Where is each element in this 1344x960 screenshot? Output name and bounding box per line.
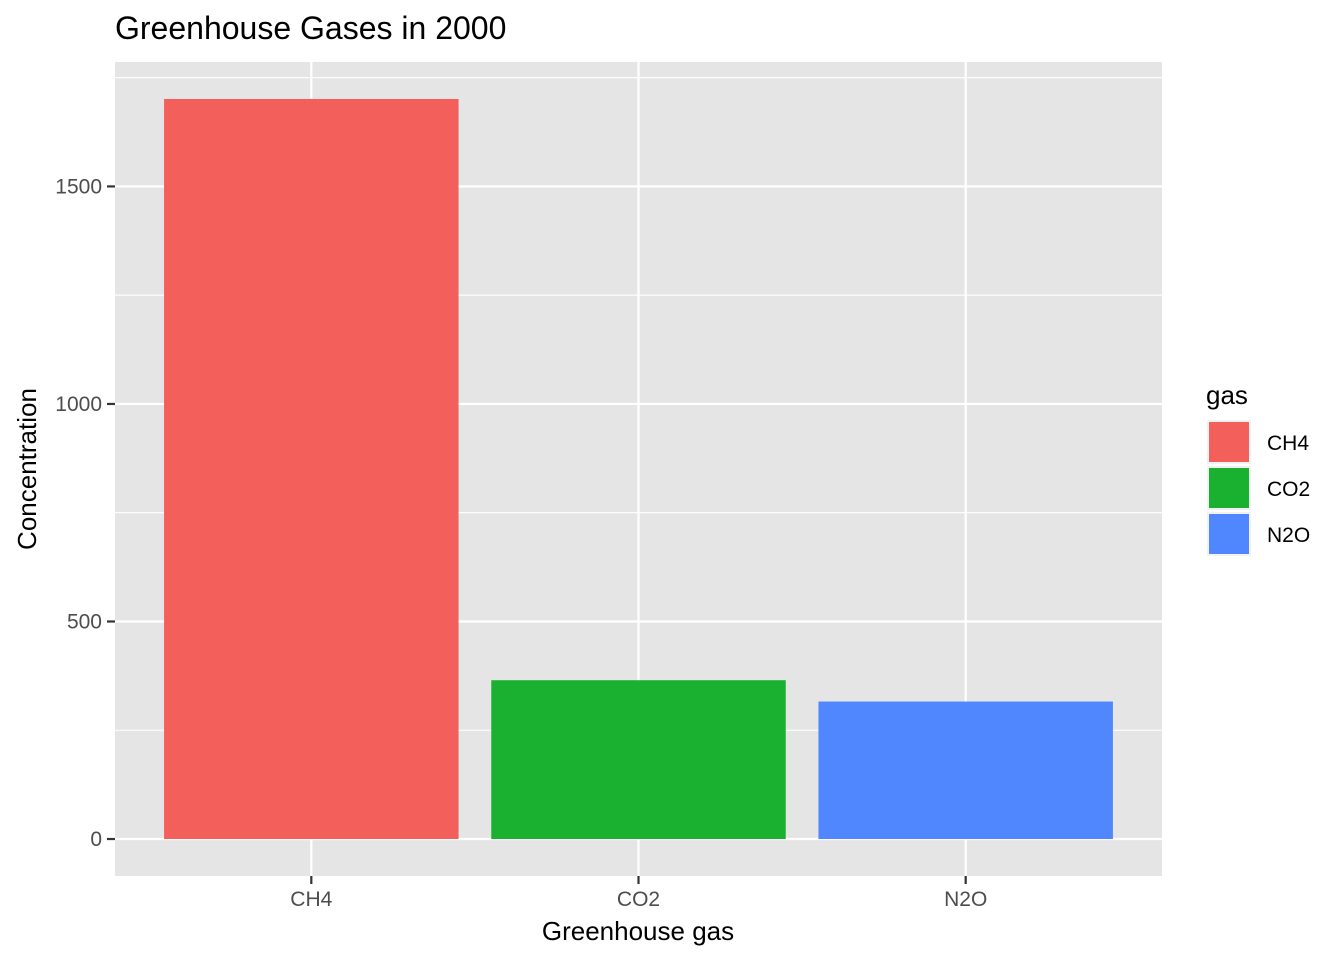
bar-co2 <box>491 680 786 840</box>
legend-label: CH4 <box>1267 432 1309 455</box>
y-tick-label: 0 <box>90 828 102 851</box>
y-tick-label: 500 <box>67 610 102 633</box>
x-tick-label: CO2 <box>617 888 660 911</box>
y-axis: 0 500 1000 1500 <box>55 175 115 851</box>
chart-title: Greenhouse Gases in 2000 <box>115 10 506 46</box>
x-tick-label: N2O <box>944 888 987 911</box>
x-axis: CH4 CO2 N2O <box>290 876 987 911</box>
y-axis-title: Concentration <box>12 388 42 550</box>
x-tick-label: CH4 <box>290 888 332 911</box>
bar-ch4 <box>164 98 459 840</box>
legend-title: gas <box>1206 380 1248 410</box>
legend: gas CH4 CO2 N2O <box>1206 380 1310 556</box>
legend-swatch-co2 <box>1209 468 1249 508</box>
legend-swatch-n2o <box>1209 514 1249 554</box>
legend-swatch-ch4 <box>1209 422 1249 462</box>
x-axis-title: Greenhouse gas <box>542 916 734 946</box>
y-tick-label: 1500 <box>55 175 102 198</box>
bar-n2o <box>818 701 1113 840</box>
legend-label: N2O <box>1267 524 1310 547</box>
bars <box>164 98 1113 840</box>
y-tick-label: 1000 <box>55 393 102 416</box>
legend-label: CO2 <box>1267 478 1310 501</box>
